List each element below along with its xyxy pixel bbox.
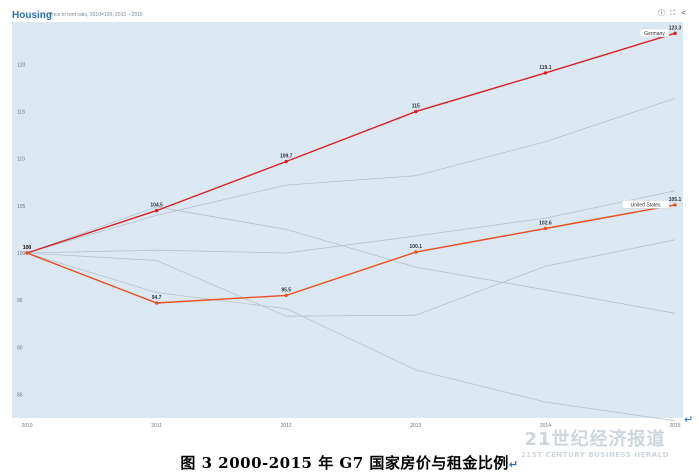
data-point-germany[interactable] (543, 71, 548, 75)
return-mark-caption: ↵ (508, 458, 519, 471)
y-tick-label: 120 (17, 62, 26, 68)
data-label-united-states: 95.5 (281, 287, 291, 293)
x-tick-label: 2012 (281, 423, 292, 429)
data-point-germany[interactable] (673, 31, 677, 36)
series-line-united-states (26, 204, 676, 304)
background-series-line (26, 239, 676, 317)
series-name-tag-germany (639, 28, 670, 38)
x-tick-label: 2011 (151, 423, 162, 429)
data-point-united-states[interactable] (154, 301, 159, 305)
chart-title: Housing (12, 10, 52, 21)
data-label-united-states: 94.7 (152, 295, 162, 301)
x-tick-label: 2014 (540, 423, 551, 429)
x-tick-label: 2010 (21, 423, 32, 429)
data-label-germany: 119.1 (539, 65, 551, 71)
data-point-germany[interactable] (154, 208, 159, 213)
data-label-united-states: 100.1 (410, 244, 423, 250)
y-tick-label: 105 (17, 204, 26, 210)
data-point-united-states[interactable] (414, 250, 418, 254)
figure-caption: 图 3 2000-2015 年 G7 国家房价与租金比例↵ (0, 452, 699, 473)
x-tick-label: 2015 (669, 423, 680, 429)
data-point-united-states[interactable] (284, 293, 288, 298)
series-name-germany: Germany (644, 31, 665, 37)
figure-caption-text: 图 3 2000-2015 年 G7 国家房价与租金比例 (180, 454, 509, 472)
expand-icon[interactable]: ⛶ (670, 9, 675, 17)
labels-layer: 100104.5109.7115119.1123.3Germany10094.7… (23, 25, 682, 301)
data-point-united-states[interactable] (543, 226, 548, 231)
y-tick-label: 90 (17, 345, 23, 351)
data-label-united-states: 105.1 (669, 197, 682, 203)
background-series-line (26, 98, 676, 254)
data-point-united-states[interactable] (25, 251, 29, 255)
info-icon[interactable]: ⓘ (658, 9, 665, 17)
chart-subtitle: Price to rent ratio, 2010=100, 2010 – 20… (49, 12, 143, 18)
series-layer (25, 31, 677, 422)
background-series-line (26, 206, 676, 314)
data-point-germany[interactable] (414, 109, 418, 114)
y-tick-label: 85 (17, 392, 23, 398)
data-label-germany: 115 (412, 104, 420, 110)
share-icon[interactable]: < (680, 9, 687, 17)
data-label-germany: 109.7 (280, 154, 293, 160)
background-series-line (26, 190, 676, 254)
data-label-united-states: 100 (23, 245, 32, 251)
series-name-united-states: United States (630, 202, 661, 208)
data-point-united-states[interactable] (673, 203, 677, 207)
y-tick-label: 95 (17, 298, 23, 304)
data-label-germany: 104.5 (150, 203, 163, 209)
plot-area-background (12, 22, 683, 418)
data-label-germany: 123.3 (669, 25, 682, 31)
data-point-germany[interactable] (284, 159, 288, 164)
watermark-sub: 21ST CENTURY BUSINESS HERALD (521, 451, 669, 459)
return-mark-chart: ↵ (684, 413, 694, 426)
series-line-germany (26, 32, 676, 254)
y-tick-label: 115 (17, 110, 25, 116)
background-series-line (26, 252, 676, 422)
data-label-germany: 100 (23, 245, 32, 251)
watermark-main: 21世纪经济报道 (524, 429, 666, 450)
x-tick-label: 2013 (410, 423, 421, 429)
series-name-tag-united-states (621, 200, 670, 209)
y-tick-label: 110 (17, 157, 25, 163)
data-label-united-states: 102.6 (539, 220, 552, 226)
chart-toolbar: ⓘ ⛶ < (658, 10, 687, 17)
axis-ticks: 85 90 95 100 105 110 115 120 2010 2011 2012 2013 201… (17, 62, 681, 429)
y-tick-label: 100 (17, 251, 26, 257)
watermark-logo: 21世纪经济报道 21ST CENTURY BUSINESS HERALD (521, 425, 669, 459)
